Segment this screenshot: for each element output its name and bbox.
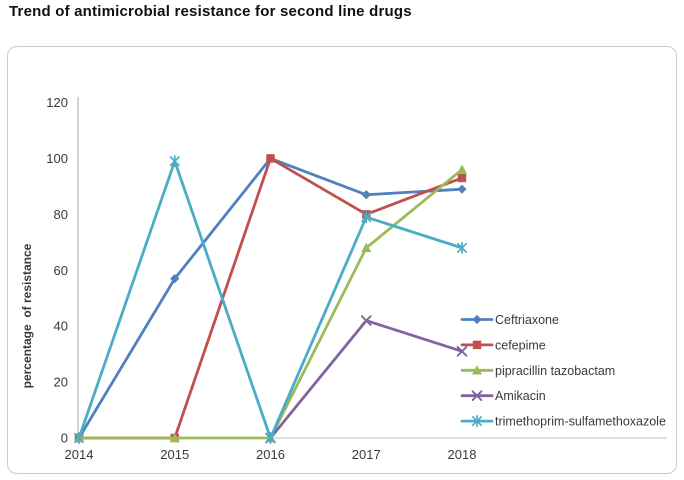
chart-line [471,390,483,402]
series-pipracillin-tazobactam [74,164,467,443]
legend-label: Ceftriaxone [495,313,559,327]
series-line [77,157,464,440]
chart-line [361,212,372,223]
star-marker [361,211,372,224]
star-marker [456,241,468,254]
y-tick-label: 80 [54,207,68,222]
legend-label: pipracillin tazobactam [495,364,615,378]
legend-item: Ceftriaxone [460,313,559,327]
legend: Ceftriaxone cefepime pipracillin tazobacta… [460,313,666,429]
triangle-marker [472,365,482,375]
x-tick-label: 2015 [160,447,189,462]
legend-label: Amikacin [495,389,546,403]
series-line [77,168,464,440]
chart-line [471,416,483,427]
diamond-marker [361,190,371,200]
x-marker [360,315,372,326]
chart-line [73,432,85,444]
series-cefepime [74,154,467,443]
legend-item: pipracillin tazobactam [460,364,615,378]
triangle-marker [457,164,467,174]
x-marker [456,345,468,357]
triangle-marker [361,242,372,253]
x-tick-label: 2014 [65,447,94,462]
chart-line [456,345,468,357]
chart-line [265,432,276,444]
chart-line [456,242,468,253]
star-marker [169,155,180,168]
x-tick-label: 2018 [448,447,477,462]
diamond-marker [170,274,180,284]
y-tick-label: 0 [61,431,68,446]
diamond-marker [472,314,482,325]
legend-item: Amikacin [460,389,546,403]
square-marker [472,340,482,350]
chart-title: Trend of antimicrobial resistance for se… [9,3,412,20]
y-tick-label: 20 [54,375,68,390]
x-tick-label: 2016 [256,447,285,462]
legend-item: trimethoprim-sulfamethoxazole [460,415,666,429]
y-tick-label: 120 [46,95,68,110]
legend-item: cefepime [460,338,546,352]
diamond-marker [457,184,467,194]
star-marker [471,415,483,428]
y-tick-labels: 0 20 40 60 80 100 120 [46,95,68,446]
chart-line [169,156,180,167]
star-marker [265,431,276,445]
axes [77,97,667,439]
triangle-marker [169,432,180,443]
y-tick-label: 100 [46,151,68,166]
square-marker [266,154,275,163]
chart-line [360,315,372,326]
x-marker [471,390,483,402]
series-trimethoprim-sulfamethoxazole [73,155,468,445]
legend-label: cefepime [495,338,546,352]
star-marker [73,431,85,445]
y-tick-label: 60 [54,263,68,278]
x-tick-labels: 2014 2015 2016 2017 2018 [65,447,477,462]
chart-frame: percentage of resistance [7,46,677,474]
square-marker [457,173,467,183]
y-tick-label: 40 [54,319,68,334]
x-tick-label: 2017 [352,447,381,462]
legend-label: trimethoprim-sulfamethoxazole [495,415,666,429]
series-line [77,159,464,440]
